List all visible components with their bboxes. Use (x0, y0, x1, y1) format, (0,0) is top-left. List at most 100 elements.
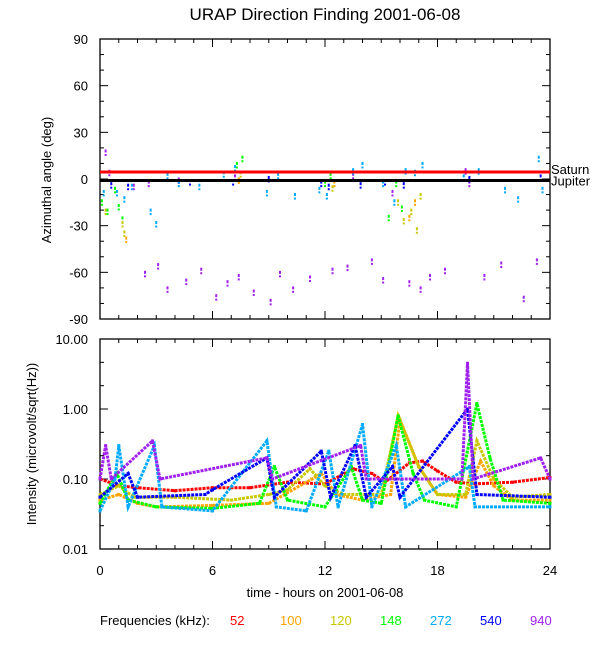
azimuth-point-272 (537, 160, 540, 163)
azimuth-point-940 (292, 290, 295, 293)
azimuth-point-120 (402, 222, 405, 225)
azimuth-point-940 (464, 172, 467, 175)
intensity-point-52 (421, 459, 424, 463)
azimuth-point-100 (408, 219, 411, 222)
azimuth-point-120 (397, 203, 400, 206)
x-tick-label: 12 (318, 563, 332, 578)
intensity-point-272 (473, 505, 477, 509)
azimuth-point-148 (106, 208, 109, 212)
azimuth-point-940 (370, 258, 373, 262)
azimuth-point-120 (331, 185, 334, 189)
azimuth-point-940 (419, 286, 422, 290)
intensity-point-100 (389, 493, 393, 497)
y-tick-label: 0 (81, 172, 88, 187)
azimuth-point-272 (325, 193, 328, 197)
azimuth-point-540 (189, 183, 191, 186)
azimuth-point-148 (324, 185, 326, 188)
legend-item-120: 120 (330, 613, 352, 628)
azimuth-point-148 (100, 203, 103, 206)
intensity-point-272 (211, 509, 214, 513)
y-tick-label: -30 (69, 219, 88, 234)
azimuth-point-148 (387, 219, 390, 222)
y-tick-label: 90 (74, 32, 88, 47)
azimuth-point-100 (237, 182, 240, 184)
intensity-series-940 (98, 363, 552, 482)
azimuth-point-940 (108, 174, 111, 177)
azimuth-point-940 (483, 278, 486, 281)
azimuth-point-940 (157, 267, 160, 270)
intensity-point-272 (113, 477, 117, 481)
intensity-point-120 (229, 498, 233, 502)
azimuth-point-940 (408, 280, 411, 284)
intensity-point-272 (467, 465, 471, 469)
intensity-point-940 (151, 439, 154, 443)
intensity-point-120 (464, 493, 468, 497)
y-tick-label: 10.00 (55, 332, 88, 347)
azimuth-point-148 (241, 155, 244, 159)
azimuth-point-940 (391, 194, 394, 197)
intensity-point-100 (479, 459, 483, 463)
azimuth-point-940 (237, 273, 240, 277)
azimuth-point-272 (361, 161, 364, 165)
azimuth-point-540 (110, 186, 113, 189)
azimuth-point-120 (123, 230, 126, 234)
azimuth-point-148 (235, 166, 238, 169)
azimuth-point-540 (127, 183, 130, 187)
azimuth-point-272 (166, 177, 169, 180)
azimuth-point-940 (104, 154, 107, 156)
intensity-point-940 (471, 477, 475, 481)
azimuth-point-272 (541, 191, 544, 194)
azimuth-point-540 (359, 186, 362, 189)
azimuth-point-272 (123, 200, 126, 203)
intensity-point-540 (364, 495, 368, 499)
y-tick-label: 1.00 (63, 402, 88, 417)
intensity-series-148 (98, 403, 551, 510)
azimuth-point-940 (535, 258, 538, 262)
azimuth-point-148 (117, 203, 120, 207)
intensity-point-148 (548, 501, 552, 505)
azimuth-point-100 (408, 214, 411, 218)
intensity-point-148 (396, 414, 400, 418)
azimuth-point-272 (361, 166, 364, 169)
azimuth-point-120 (415, 227, 418, 231)
intensity-point-540 (398, 495, 402, 499)
azimuth-point-148 (400, 210, 403, 212)
intensity-plot-frame (99, 338, 551, 550)
azimuth-point-940 (166, 286, 169, 290)
azimuth-point-940 (483, 273, 486, 277)
legend-item-272: 272 (430, 613, 452, 628)
x-tick-label: 0 (96, 563, 103, 578)
azimuth-point-940 (144, 275, 146, 278)
azimuth-point-272 (149, 208, 152, 212)
y-tick-label: 30 (74, 125, 88, 140)
azimuth-point-940 (500, 261, 503, 265)
intensity-point-940 (539, 456, 543, 460)
azimuth-point-148 (117, 208, 120, 211)
legend-item-148: 148 (380, 613, 402, 628)
intensity-point-120 (379, 493, 383, 497)
azimuth-point-148 (235, 161, 238, 165)
intensity-point-148 (154, 505, 158, 509)
azimuth-point-272 (537, 155, 540, 159)
azimuth-point-272 (166, 172, 169, 176)
azimuth-point-540 (402, 186, 405, 189)
azimuth-point-940 (177, 177, 180, 181)
azimuth-point-940 (132, 188, 135, 191)
intensity-point-120 (308, 467, 312, 471)
azimuth-point-272 (517, 200, 520, 203)
azimuth-point-148 (241, 160, 244, 163)
intensity-point-540 (319, 449, 323, 453)
azimuth-point-272 (115, 194, 118, 197)
azimuth-point-272 (382, 185, 385, 188)
azimuth-point-148 (387, 214, 390, 218)
azimuth-point-120 (410, 208, 413, 212)
intensity-point-120 (173, 495, 177, 499)
azimuth-point-540 (384, 183, 386, 186)
azimuth-point-940 (279, 270, 281, 274)
intensity-point-540 (329, 495, 333, 499)
azimuth-point-120 (104, 208, 107, 212)
azimuth-point-940 (185, 278, 188, 282)
azimuth-point-940 (269, 298, 272, 302)
intensity-point-148 (286, 498, 289, 502)
azimuth-point-940 (147, 180, 150, 184)
